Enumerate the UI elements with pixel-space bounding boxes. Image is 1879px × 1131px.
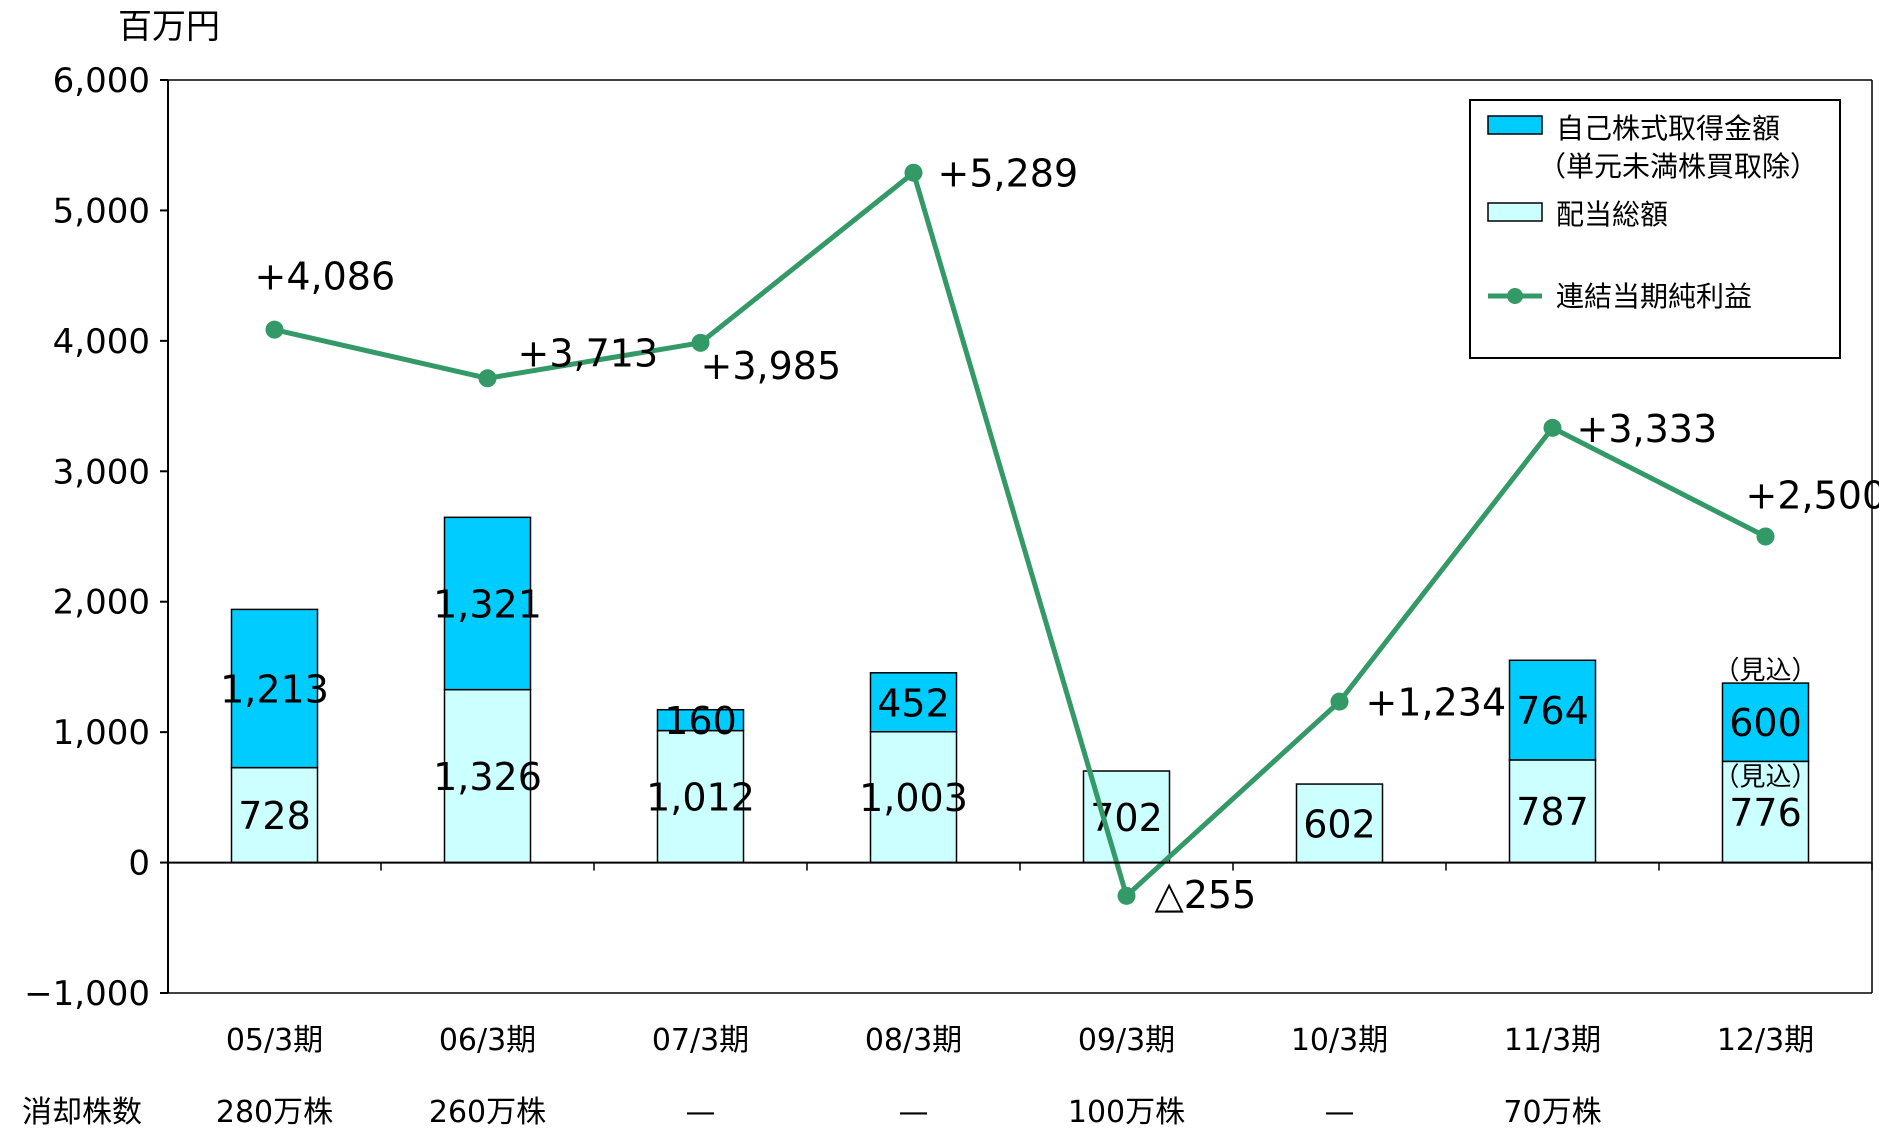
profit-point [478, 369, 497, 388]
y-tick-label: 5,000 [53, 191, 150, 231]
footer-row-value: 100万株 [1068, 1095, 1185, 1130]
bar-buyback-label: 1,321 [433, 582, 542, 626]
legend: 自己株式取得金額 （単元未満株買取除） 配当総額 連結当期純利益 [1469, 99, 1841, 359]
bar-dividend-label: 1,012 [646, 776, 755, 820]
footer-row-value: 280万株 [216, 1095, 333, 1130]
profit-label: +4,086 [255, 255, 396, 299]
profit-label: +3,333 [1577, 407, 1718, 451]
legend-marker-profit [1507, 288, 1523, 304]
y-tick-label: 2,000 [53, 583, 150, 623]
profit-label: +3,713 [518, 331, 659, 375]
x-category-label: 08/3期 [865, 1023, 962, 1058]
x-category-label: 09/3期 [1078, 1023, 1175, 1058]
footer-row-value: — [899, 1095, 929, 1130]
profit-point [265, 320, 284, 339]
profit-line [273, 170, 1767, 899]
footer-row-value: 70万株 [1503, 1095, 1601, 1130]
bar-buyback [443, 516, 532, 691]
bars-layer [230, 516, 1810, 864]
bar-dividend-label: 602 [1303, 802, 1376, 846]
profit-point [904, 163, 923, 182]
bar-buyback [869, 672, 958, 733]
bar-dividend [869, 731, 958, 864]
bar-buyback [1508, 659, 1597, 761]
profit-point [1330, 692, 1349, 711]
profit-label: +5,289 [938, 152, 1079, 196]
bar-buyback-label: 1,213 [220, 668, 329, 712]
bar-dividend [443, 688, 532, 864]
profit-point [1756, 527, 1775, 546]
y-tick-label: 6,000 [53, 61, 150, 101]
legend-label-buyback-note: （単元未満株買取除） [1538, 150, 1818, 183]
legend-box [1469, 99, 1841, 359]
y-tick-label: 1,000 [53, 713, 150, 753]
legend-label-buyback: 自己株式取得金額 [1556, 112, 1780, 145]
bar-buyback [656, 708, 745, 732]
y-tick-label: 4,000 [53, 322, 150, 362]
legend-label-dividend: 配当総額 [1556, 198, 1668, 231]
profit-label: +2,500 [1746, 474, 1879, 518]
footer-row-value: — [686, 1095, 716, 1130]
x-category-label: 05/3期 [226, 1023, 323, 1058]
bar-buyback [1721, 682, 1810, 763]
legend-swatch-dividend [1487, 202, 1543, 222]
legend-swatch-buyback [1487, 115, 1543, 135]
bar-buyback-label: 452 [877, 681, 950, 725]
legend-label-profit: 連結当期純利益 [1556, 280, 1752, 313]
bar-buyback-label: 160 [664, 699, 737, 743]
x-category-label: 10/3期 [1291, 1023, 1388, 1058]
x-category-label: 07/3期 [652, 1023, 749, 1058]
bar-dividend [1721, 760, 1810, 864]
profit-label: +3,985 [701, 344, 842, 388]
profit-point [1543, 418, 1562, 437]
bar-dividend-label: 728 [238, 794, 311, 838]
bar-dividend-label: 776 [1729, 791, 1802, 835]
bar-dividend-label: 787 [1516, 790, 1589, 834]
x-axis: 05/3期 06/3期 07/3期 08/3期 09/3期 10/3期 11/3期 12/3期 [167, 861, 1873, 1058]
estimate-annotation: （見込） [1713, 656, 1817, 686]
bar-dividend-label: 1,326 [433, 755, 542, 799]
bar-dividend [1082, 770, 1171, 864]
bar-dividend [656, 729, 745, 864]
y-tick-label: 3,000 [53, 452, 150, 492]
bar-buyback-label: 600 [1729, 701, 1802, 745]
x-category-label: 12/3期 [1717, 1023, 1814, 1058]
y-unit-label: 百万円 [118, 7, 220, 47]
footer-row: 消却株数 280万株 260万株 — — 100万株 — 70万株 [22, 1095, 1602, 1130]
profit-label: +1,234 [1366, 681, 1507, 725]
estimate-annotation: （見込） [1713, 762, 1817, 792]
profit-label: △255 [1155, 873, 1257, 917]
x-category-label: 11/3期 [1504, 1023, 1601, 1058]
profit-point [691, 333, 710, 352]
bar-dividend [1295, 783, 1384, 864]
footer-row-value: — [1325, 1095, 1355, 1130]
profit-point [1117, 886, 1136, 905]
footer-row-label: 消却株数 [22, 1095, 142, 1130]
y-axis: 6,000 5,000 4,000 3,000 2,000 1,000 0 −1,000 [24, 61, 1873, 1014]
footer-row-value: 260万株 [429, 1095, 546, 1130]
profit-line-layer: +4,086 +3,713 +3,985 +5,289 △255 +1,234 +3,333… [255, 152, 1879, 917]
bar-dividend-label: 1,003 [859, 776, 968, 820]
bar-buyback-label: 764 [1516, 689, 1589, 733]
x-category-label: 06/3期 [439, 1023, 536, 1058]
y-tick-label: −1,000 [24, 974, 150, 1014]
bar-dividend [1508, 759, 1597, 864]
bar-buyback [230, 608, 319, 769]
y-tick-label: 0 [128, 844, 150, 884]
